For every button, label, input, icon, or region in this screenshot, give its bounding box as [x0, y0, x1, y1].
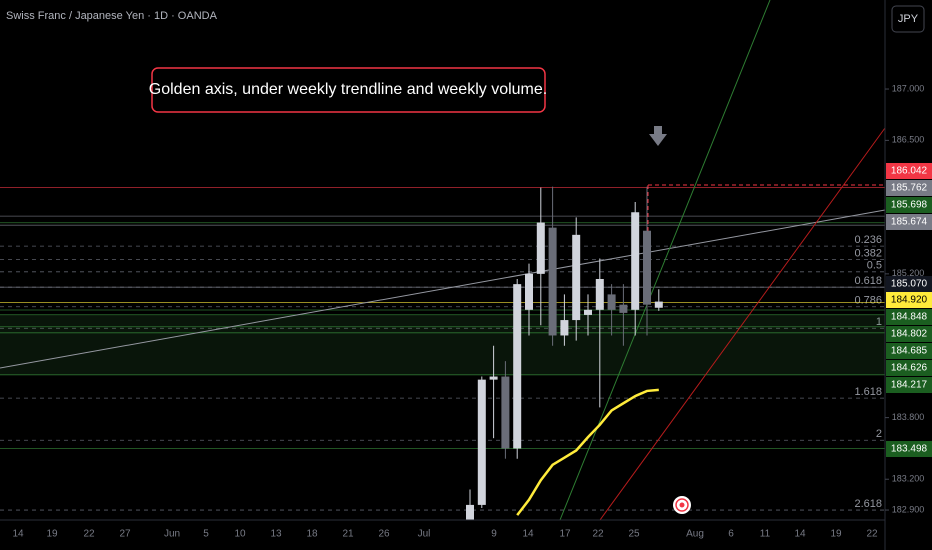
price-tag [886, 180, 932, 196]
trendline [559, 0, 771, 521]
fib-label: 0.786 [854, 295, 882, 307]
price-tag-label: 183.498 [891, 444, 928, 455]
y-tick-label: 183.200 [892, 474, 925, 484]
candle-body [489, 376, 498, 380]
event-icon-dot [679, 502, 685, 508]
x-tick-label: 22 [83, 529, 95, 540]
x-tick-label: 21 [342, 529, 354, 540]
price-tag [886, 441, 932, 457]
candle-body [548, 227, 557, 336]
price-tag-label: 184.217 [891, 380, 928, 391]
price-tag [886, 326, 932, 342]
price-tag-label: 185.674 [891, 217, 928, 228]
moving-average [516, 388, 659, 516]
candle-body [560, 320, 569, 336]
x-tick-label: 17 [559, 529, 571, 540]
candle-body [477, 379, 486, 505]
trendline [0, 209, 886, 369]
chart-title: Swiss Franc / Japanese Yen · 1D · OANDA [6, 10, 218, 22]
candle-body [501, 376, 510, 449]
annotation: Golden axis, under weekly trendline and … [149, 81, 547, 98]
x-tick-label: 14 [794, 529, 806, 540]
price-tag-label: 185.762 [891, 183, 928, 194]
fib-label: 0.618 [854, 275, 882, 287]
price-tag [886, 360, 932, 376]
candle-body [584, 309, 592, 315]
x-tick-label: 13 [270, 529, 282, 540]
fib-label: 1 [876, 316, 882, 328]
price-tag-label: 185.698 [891, 200, 928, 211]
candle-body [536, 222, 545, 274]
price-axis [885, 0, 932, 550]
price-tag-label: 186.042 [891, 166, 928, 177]
price-tag [886, 343, 932, 359]
fib-label: 2.618 [854, 498, 882, 510]
x-tick-label: Aug [686, 529, 704, 540]
time-axis [0, 520, 885, 550]
x-tick-label: 19 [830, 529, 842, 540]
fib-label: 1.618 [854, 386, 882, 398]
y-tick-label: 187.000 [892, 83, 925, 93]
candle-body [619, 304, 628, 313]
x-tick-label: 22 [592, 529, 604, 540]
x-tick-label: 25 [628, 529, 640, 540]
x-tick-label: 9 [491, 529, 497, 540]
price-tag [886, 276, 932, 292]
price-tag-label: 184.848 [891, 312, 928, 323]
candle-body [595, 278, 604, 310]
price-tag [886, 309, 932, 325]
candle-body [466, 504, 474, 523]
fib-label: 0.5 [867, 260, 882, 272]
candle-body [643, 230, 651, 305]
price-tag [886, 214, 932, 230]
price-tag [886, 197, 932, 213]
currency-button[interactable] [891, 5, 925, 33]
annotation-box [151, 67, 546, 113]
price-tag [886, 377, 932, 393]
x-tick-label: 14 [12, 529, 24, 540]
candle-body [654, 301, 663, 308]
candle-body [525, 273, 533, 310]
x-tick-label: 11 [760, 529, 771, 540]
candle-body [572, 234, 581, 321]
trendline [599, 127, 886, 521]
fib-label: 0.236 [854, 234, 882, 246]
mark-layer [466, 186, 663, 527]
x-tick-label: 18 [306, 529, 318, 540]
y-tick-label: 185.200 [892, 268, 925, 278]
x-tick-label: Jun [164, 529, 180, 540]
price-tag-label: 185.070 [891, 279, 928, 290]
candle-body [513, 284, 522, 449]
price-tag [886, 292, 932, 308]
x-tick-label: 5 [203, 529, 209, 540]
x-tick-label: 27 [119, 529, 131, 540]
y-tick-label: 182.900 [892, 504, 925, 514]
price-tag-label: 184.626 [891, 363, 928, 374]
arrow-marker [649, 126, 667, 146]
x-tick-label: 10 [234, 529, 246, 540]
axis-layer: 187.000 186.500 185.200 183.800 183.200 182.9… [12, 83, 932, 540]
x-tick-label: 22 [866, 529, 878, 540]
price-tag-label: 184.802 [891, 329, 928, 340]
currency-label: JPY [898, 13, 919, 25]
price-tag [886, 163, 932, 179]
x-tick-label: 14 [522, 529, 534, 540]
price-tag-label: 184.920 [891, 295, 928, 306]
candle-body [631, 212, 640, 310]
y-tick-label: 186.500 [892, 135, 925, 145]
support-zone [0, 314, 885, 375]
candle-body [607, 294, 616, 310]
y-tick-label: 183.800 [892, 412, 925, 422]
fib-label: 0.382 [854, 247, 882, 259]
fib-label: 2 [876, 428, 882, 440]
x-tick-label: Jul [418, 529, 431, 540]
price-tag-label: 184.685 [891, 346, 928, 357]
x-tick-label: 6 [728, 529, 734, 540]
x-tick-label: 19 [46, 529, 58, 540]
x-tick-label: 26 [378, 529, 390, 540]
event-icon-ring [675, 498, 689, 512]
